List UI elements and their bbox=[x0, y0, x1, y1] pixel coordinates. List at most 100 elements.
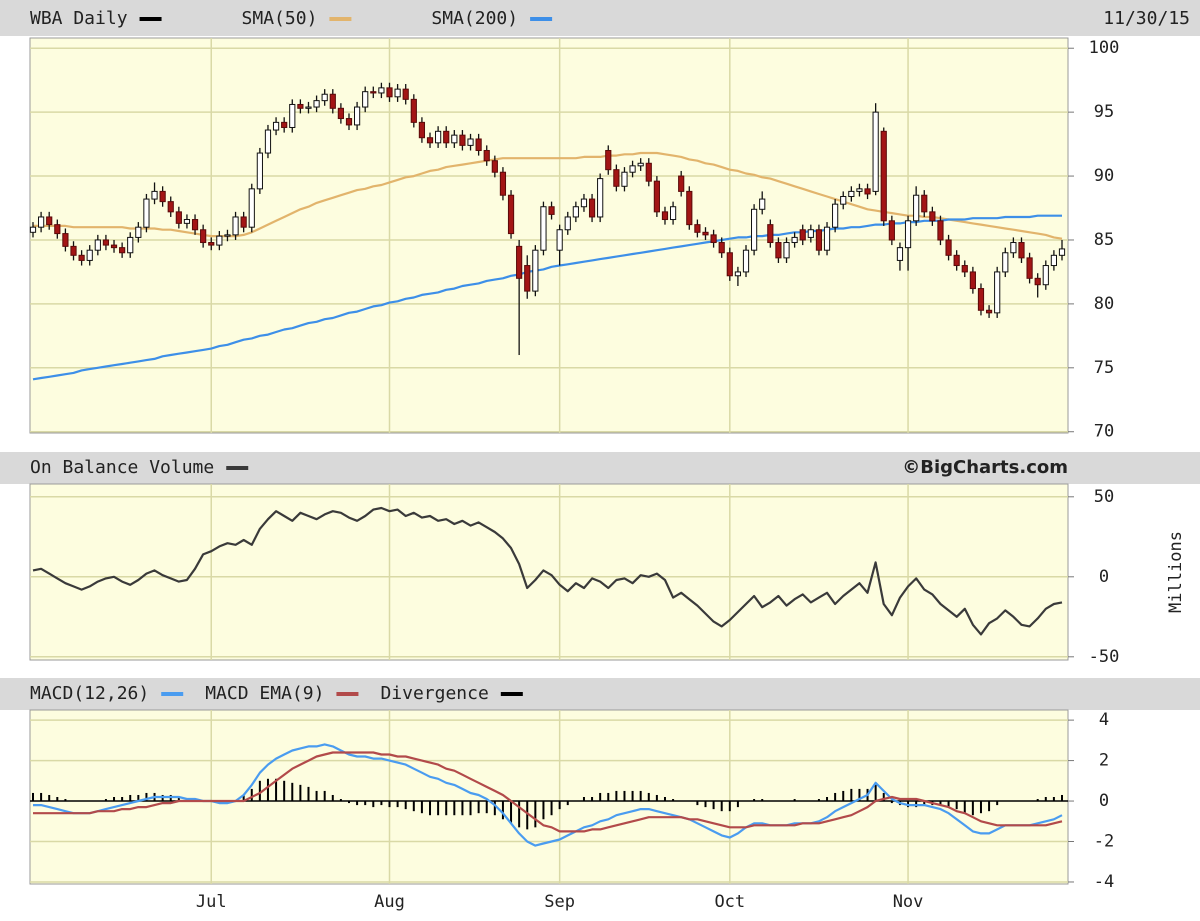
candle-body bbox=[613, 169, 620, 187]
y-tick-label: -2 bbox=[1094, 832, 1114, 852]
candle-body bbox=[653, 180, 660, 213]
candle-body bbox=[848, 190, 855, 198]
candle-body bbox=[961, 265, 968, 273]
candle-body bbox=[491, 160, 498, 173]
candle-body bbox=[904, 220, 912, 249]
candle-body bbox=[94, 239, 101, 251]
candle-body bbox=[143, 198, 150, 228]
candle-body bbox=[402, 88, 409, 100]
candle-body bbox=[386, 87, 393, 98]
candle-body bbox=[1050, 254, 1057, 267]
candle-body bbox=[345, 118, 353, 126]
x-tick-label: Aug bbox=[374, 892, 405, 912]
date-label: 11/30/15 bbox=[1103, 8, 1190, 29]
candle-body bbox=[864, 188, 871, 195]
candle-body bbox=[629, 165, 636, 173]
candle-body bbox=[418, 121, 426, 139]
y-tick-label: 0 bbox=[1099, 791, 1109, 811]
candle-body bbox=[977, 288, 985, 311]
candle-body bbox=[661, 211, 669, 221]
candle-body bbox=[823, 226, 831, 251]
candle-body bbox=[272, 121, 280, 131]
candle-body bbox=[200, 229, 207, 244]
y-tick-label: 70 bbox=[1094, 422, 1114, 442]
candle-body bbox=[297, 103, 304, 109]
candle-body bbox=[880, 130, 887, 222]
legend-label: WBA Daily bbox=[30, 8, 128, 29]
y-tick-label: 2 bbox=[1099, 751, 1109, 771]
header-bar bbox=[0, 0, 1200, 36]
y-tick-label: 0 bbox=[1099, 567, 1109, 587]
candle-body bbox=[969, 271, 976, 290]
y-tick-label: -50 bbox=[1089, 647, 1120, 667]
candle-body bbox=[929, 211, 936, 222]
candle-body bbox=[791, 236, 798, 244]
candle-body bbox=[208, 242, 215, 246]
legend-label: Divergence bbox=[380, 683, 488, 704]
candle-body bbox=[264, 129, 272, 154]
candle-body bbox=[135, 226, 142, 238]
candle-body bbox=[953, 254, 960, 267]
candle-body bbox=[281, 121, 288, 128]
candle-body bbox=[240, 216, 247, 228]
candle-body bbox=[119, 247, 126, 254]
candle-body bbox=[580, 198, 588, 208]
candle-body bbox=[370, 91, 377, 94]
candle-body bbox=[337, 107, 344, 120]
candle-body bbox=[694, 224, 701, 233]
watermark: ©BigCharts.com bbox=[902, 457, 1068, 478]
y-tick-label: 90 bbox=[1094, 166, 1114, 186]
candle-body bbox=[410, 98, 417, 123]
y-tick-label: 85 bbox=[1094, 230, 1114, 250]
candle-body bbox=[443, 130, 450, 144]
candle-body bbox=[1018, 242, 1025, 259]
candle-body bbox=[702, 231, 709, 236]
candle-body bbox=[856, 188, 863, 192]
candle-body bbox=[102, 239, 110, 246]
candle-body bbox=[921, 194, 928, 213]
candle-body bbox=[605, 149, 612, 171]
candle-body bbox=[840, 196, 847, 205]
candle-body bbox=[62, 233, 69, 247]
candle-body bbox=[70, 245, 77, 256]
candle-body bbox=[329, 93, 336, 109]
candle-body bbox=[807, 229, 814, 238]
candle-body bbox=[289, 103, 296, 128]
candle-body bbox=[232, 216, 239, 236]
candle-body bbox=[248, 188, 255, 228]
candle-body bbox=[540, 206, 547, 251]
candle-body bbox=[459, 134, 466, 146]
candle-body bbox=[710, 234, 717, 244]
candle-body bbox=[896, 247, 904, 261]
y-tick-label: -4 bbox=[1094, 872, 1114, 892]
y-tick-label: 75 bbox=[1094, 358, 1114, 378]
candle-body bbox=[742, 249, 750, 273]
candle-body bbox=[305, 106, 312, 109]
x-tick-label: Oct bbox=[714, 892, 745, 912]
candle-body bbox=[597, 178, 604, 218]
candle-body bbox=[321, 93, 328, 102]
candle-body bbox=[985, 309, 993, 314]
candle-body bbox=[751, 208, 758, 251]
candle-body bbox=[151, 190, 158, 200]
candle-body bbox=[637, 162, 644, 167]
legend-label: On Balance Volume bbox=[30, 457, 214, 478]
candle-body bbox=[767, 224, 774, 244]
candle-body bbox=[216, 235, 223, 246]
y-tick-label: 100 bbox=[1089, 38, 1120, 58]
candle-body bbox=[686, 190, 693, 226]
candle-body bbox=[451, 134, 458, 144]
x-tick-label: Sep bbox=[544, 892, 575, 912]
x-tick-label: Jul bbox=[196, 892, 227, 912]
candle-body bbox=[353, 106, 361, 126]
series-line bbox=[32, 506, 1063, 636]
candle-body bbox=[832, 203, 839, 228]
header-bar bbox=[0, 452, 1200, 484]
y-axis-label: Millions bbox=[1166, 531, 1186, 613]
candle-body bbox=[1002, 252, 1009, 273]
candle-body bbox=[38, 216, 45, 228]
candle-body bbox=[775, 242, 782, 259]
candle-body bbox=[1010, 242, 1017, 254]
candle-body bbox=[572, 206, 579, 218]
